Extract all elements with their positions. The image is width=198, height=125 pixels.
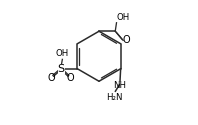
Text: O: O xyxy=(66,73,74,83)
Text: NH: NH xyxy=(113,81,127,90)
Text: S: S xyxy=(58,64,65,74)
Text: OH: OH xyxy=(56,48,69,58)
Text: H₂N: H₂N xyxy=(106,93,123,102)
Text: O: O xyxy=(48,73,55,83)
Text: O: O xyxy=(123,35,130,45)
Text: OH: OH xyxy=(117,13,130,22)
